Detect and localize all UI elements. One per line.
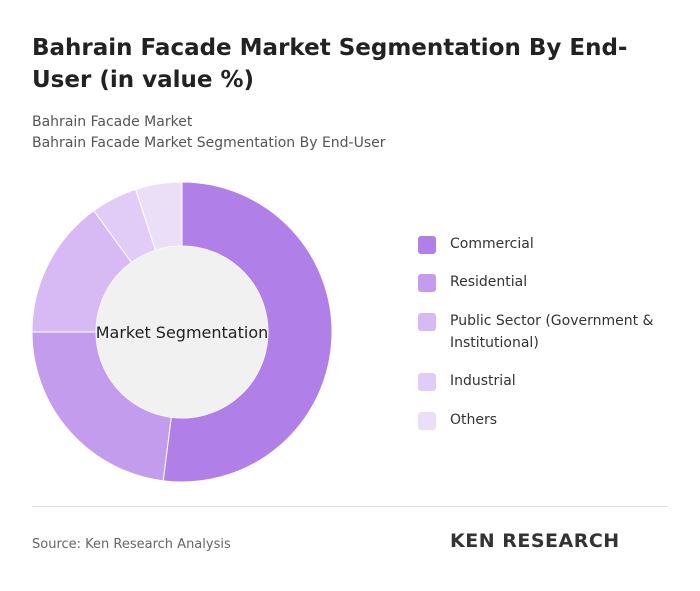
legend-label: Residential bbox=[450, 274, 528, 290]
legend-label: Commercial bbox=[450, 236, 534, 252]
legend-swatch bbox=[418, 373, 436, 391]
logo: KEN RESEARCH bbox=[450, 530, 620, 552]
chart-title: Bahrain Facade Market Segmentation By En… bbox=[32, 35, 628, 93]
legend-label: Others bbox=[450, 412, 498, 428]
source: Source: Ken Research Analysis bbox=[32, 537, 231, 552]
divider bbox=[32, 506, 668, 507]
donut-hole bbox=[96, 246, 268, 418]
legend-swatch bbox=[418, 313, 436, 331]
center-label: Market Segmentation bbox=[96, 323, 269, 342]
legend-swatch bbox=[418, 412, 436, 430]
chart: Market Segmentation bbox=[31, 181, 333, 483]
legend-label: Public Sector (Government & Institutiona… bbox=[450, 313, 654, 351]
legend-swatch bbox=[418, 274, 436, 292]
subtitle: Bahrain Facade Market bbox=[32, 114, 193, 130]
legend-label: Industrial bbox=[450, 373, 516, 389]
legend-swatch bbox=[418, 236, 436, 254]
subtitle: Bahrain Facade Market Segmentation By En… bbox=[32, 135, 386, 151]
